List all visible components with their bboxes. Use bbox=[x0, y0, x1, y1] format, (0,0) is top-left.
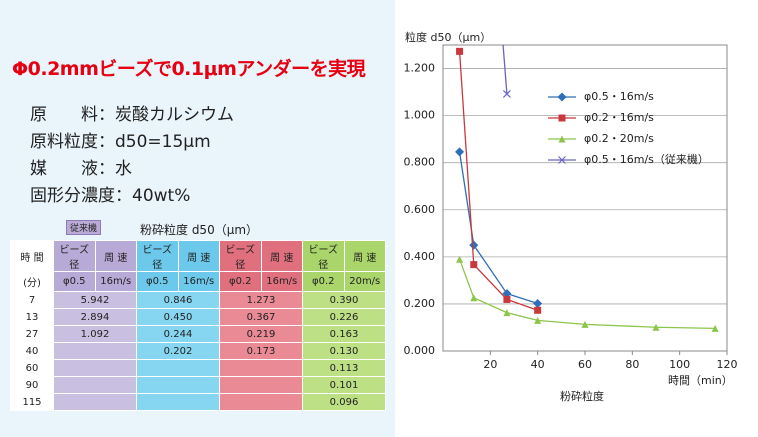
table-cell: 0.163 bbox=[302, 325, 386, 343]
marker bbox=[502, 90, 511, 98]
table-caption: 粉砕粒度 d50（μm） bbox=[140, 223, 259, 237]
marker bbox=[470, 294, 478, 302]
table-cell: 5.942 bbox=[53, 291, 137, 309]
table-cell: 13 bbox=[10, 308, 54, 326]
line bbox=[458, 151, 538, 305]
table-cell: 0.096 bbox=[302, 393, 386, 411]
legend-label: φ0.2・20m/s bbox=[584, 132, 654, 145]
table-cell: φ0.2 bbox=[219, 271, 262, 292]
table-cell: 2.894 bbox=[53, 308, 137, 326]
table-cell bbox=[53, 342, 137, 360]
spec: 原 料：炭酸カルシウム bbox=[30, 105, 234, 125]
spec: 原料粒度：d50=15μm bbox=[30, 132, 211, 152]
table-cell: 0.450 bbox=[136, 308, 220, 326]
table-cell: 周 速 bbox=[343, 240, 386, 272]
marker bbox=[469, 240, 479, 250]
x-tick-label: 20 bbox=[483, 358, 497, 371]
table-cell: 115 bbox=[10, 393, 54, 411]
marker bbox=[533, 298, 543, 308]
chart-caption: 粉砕粒度 bbox=[560, 389, 604, 403]
table: 時 間ビーズ径周 速ビーズ径周 速ビーズ径周 速ビーズ径周 速 (分) φ0.5 16… bbox=[10, 240, 386, 411]
x-tick-label: 40 bbox=[531, 358, 545, 371]
table-cell bbox=[136, 393, 220, 411]
table-cell: φ0.2 bbox=[302, 271, 345, 292]
table-cell bbox=[219, 359, 303, 377]
spec: 固形分濃度：40wt% bbox=[30, 186, 191, 206]
table-cell: 16m/s bbox=[260, 271, 303, 292]
table-cell: φ0.5 bbox=[53, 271, 96, 292]
plot-frame bbox=[442, 44, 728, 352]
table-cell: 0.202 bbox=[136, 342, 220, 360]
marker bbox=[456, 47, 464, 55]
table-cell: 0.390 bbox=[302, 291, 386, 309]
table-cell: ビーズ径 bbox=[219, 240, 262, 272]
plot-area bbox=[455, 45, 719, 332]
table-cell: 90 bbox=[10, 376, 54, 394]
table-cell: 周 速 bbox=[94, 240, 137, 272]
marker bbox=[711, 324, 719, 332]
table-cell: 20m/s bbox=[343, 271, 386, 292]
marker bbox=[534, 306, 542, 314]
table-cell: 時 間 bbox=[10, 240, 54, 272]
marker bbox=[456, 255, 464, 263]
line bbox=[458, 51, 538, 311]
table-cell: φ0.5 bbox=[136, 271, 179, 292]
y-tick-label: 1.200 bbox=[404, 62, 436, 75]
y-axis-label: 粒度 d50（μm） bbox=[405, 30, 491, 44]
table-cell: 周 速 bbox=[177, 240, 220, 272]
table-cell: 16m/s bbox=[94, 271, 137, 292]
x-tick-label: 60 bbox=[578, 358, 592, 371]
table-note: 従来機 bbox=[66, 220, 102, 235]
legend-marker bbox=[558, 156, 566, 164]
legend-label: φ0.2・16m/s bbox=[584, 111, 654, 124]
table-cell: 40 bbox=[10, 342, 54, 360]
table-cell: 0.101 bbox=[302, 376, 386, 394]
headline: Φ0.2mmビーズで0.1μmアンダーを実現 bbox=[12, 58, 366, 80]
table-cell bbox=[219, 393, 303, 411]
table-cell: 60 bbox=[10, 359, 54, 377]
x-axis-label: 時間（min） bbox=[668, 374, 733, 387]
y-tick-label: 1.000 bbox=[404, 109, 436, 122]
y-tick-label: 0.400 bbox=[404, 250, 436, 263]
table-cell: 0.244 bbox=[136, 325, 220, 343]
y-tick-label: 0.000 bbox=[404, 344, 436, 357]
table-cell: (分) bbox=[10, 271, 54, 292]
y-tick-label: 0.600 bbox=[404, 203, 436, 216]
marker bbox=[502, 289, 512, 299]
marker bbox=[503, 309, 511, 317]
chart-background bbox=[395, 0, 758, 437]
y-tick-label: 0.200 bbox=[404, 297, 436, 310]
table-cell: 27 bbox=[10, 325, 54, 343]
legend-marker bbox=[557, 92, 567, 102]
marker bbox=[581, 320, 589, 328]
marker bbox=[470, 261, 478, 269]
marker bbox=[455, 147, 465, 157]
marker bbox=[534, 316, 542, 324]
table-cell bbox=[53, 393, 137, 411]
legend-label: φ0.5・16m/s bbox=[584, 90, 654, 103]
spec: 媒 液：水 bbox=[30, 159, 132, 179]
legend-marker bbox=[558, 114, 566, 122]
marker bbox=[652, 323, 660, 331]
table-cell: ビーズ径 bbox=[302, 240, 345, 272]
table-cell: 16m/s bbox=[177, 271, 220, 292]
table-cell: ビーズ径 bbox=[136, 240, 179, 272]
y-tick-label: 0.800 bbox=[404, 156, 436, 169]
legend-label: φ0.5・16m/s（従来機） bbox=[584, 152, 709, 166]
x-tick-label: 100 bbox=[669, 358, 690, 371]
x-tick-label: 120 bbox=[717, 358, 738, 371]
table-cell: 7 bbox=[10, 291, 54, 309]
x-tick-label: 80 bbox=[625, 358, 639, 371]
marker bbox=[503, 295, 511, 303]
legend-marker bbox=[558, 135, 566, 143]
table-cell: 0.226 bbox=[302, 308, 386, 326]
